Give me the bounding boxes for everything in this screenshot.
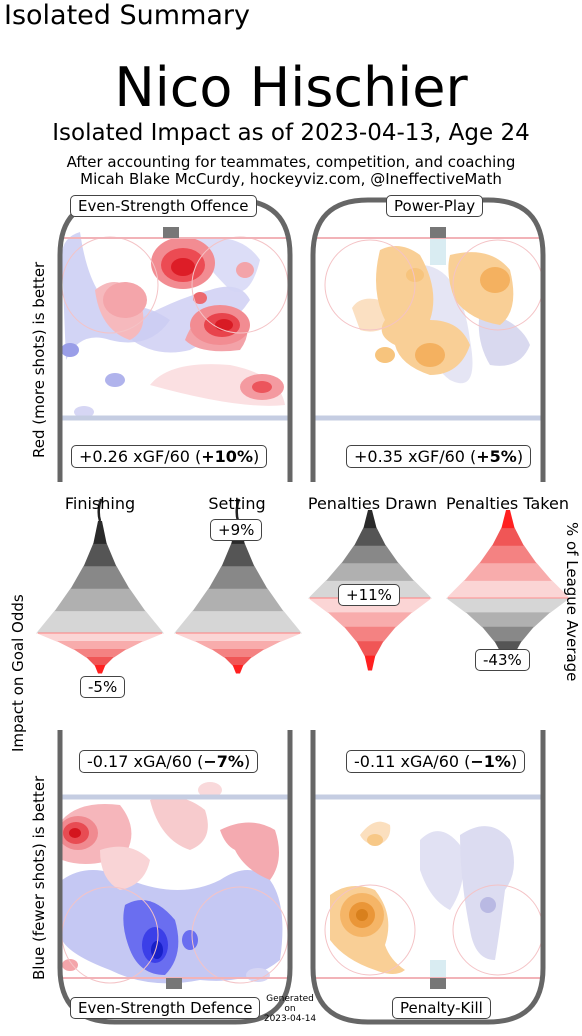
violin-band-penalties-drawn-lower-1 [327,612,413,628]
rink-even-strength-defence [57,730,293,1025]
violin-band-setting-upper-1 [192,588,284,612]
violin-band-penalties-drawn-upper-2 [341,545,399,564]
violin-band-setting-upper-3 [221,543,255,567]
violin-title-penalties-taken: Penalties Taken [446,494,569,513]
violin-band-setting-lower-4 [232,665,244,674]
violin-band-penalties-taken-upper-1 [464,562,552,581]
side-label-blue-better: Blue (fewer shots) is better [30,775,48,980]
violin-band-penalties-taken-upper-0 [446,580,570,599]
violin-band-setting-lower-1 [194,641,282,650]
violin-band-finishing-upper-3 [83,543,117,567]
violin-value-penalties-taken: -43% [475,649,530,671]
generated-line-2: on [284,1004,296,1014]
summary-pct: +5% [476,447,517,466]
violin-band-finishing-upper-1 [54,588,146,612]
violin-band-finishing-lower-0 [36,633,164,642]
summary-even-strength-offence: +0.26 xGF/60 (+10%) [71,445,268,468]
panel-label-even-strength-defence: Even-Strength Defence [70,997,261,1019]
summary-value: -0.17 xGA/60 [87,752,193,771]
impact-violins [36,498,570,674]
violin-tail-finishing [97,498,103,522]
violin-band-penalties-drawn-upper-3 [354,527,386,546]
summary-pct: +10% [201,447,253,466]
violin-band-finishing-lower-3 [86,657,114,666]
violin-band-penalties-drawn-lower-2 [344,626,396,642]
side-label-league-average: % of League Average [563,522,581,682]
violin-band-penalties-taken-lower-2 [482,626,534,642]
summary-penalty-kill: -0.11 xGA/60 (−1%) [346,750,526,773]
summary-value: +0.35 xGF/60 [354,447,465,466]
summary-power-play: +0.35 xGF/60 (+5%) [346,445,532,468]
impact-date-line: Isolated Impact as of 2023-04-13, Age 24 [52,120,530,146]
violin-band-finishing-lower-2 [73,649,127,658]
summary-value: +0.26 xGF/60 [79,447,190,466]
panel-label-penalty-kill: Penalty-Kill [392,997,491,1019]
summary-value: -0.11 xGA/60 [354,752,460,771]
violin-band-setting-upper-2 [208,565,268,589]
subtitle-method: After accounting for teammates, competit… [66,153,516,171]
violin-band-penalties-drawn-lower-3 [356,641,384,657]
rink-even-strength-offence [57,197,293,482]
generated-line-1: Generated [266,994,314,1004]
violin-band-finishing-upper-2 [70,565,130,589]
violin-value-finishing: -5% [80,676,126,698]
violin-title-setting: Setting [208,494,266,513]
violin-band-penalties-taken-upper-4 [501,510,515,529]
rink-penalty-kill [310,730,546,1025]
summary-pct: −1% [470,752,511,771]
violin-band-penalties-taken-lower-0 [446,598,570,613]
violin-band-setting-lower-2 [211,649,265,658]
violin-band-penalties-drawn-upper-1 [326,562,414,581]
violin-band-penalties-taken-upper-2 [479,545,537,564]
subtitle-credit: Micah Blake McCurdy, hockeyviz.com, @Ine… [80,170,502,188]
generated-footer: Generated on 2023-04-14 [262,994,318,1024]
player-name: Nico Hischier [114,56,468,119]
violin-band-setting-lower-0 [174,633,302,642]
summary-type-label: Isolated Summary [4,0,250,31]
violin-band-penalties-taken-lower-1 [465,612,551,628]
violin-band-penalties-taken-upper-3 [492,527,524,546]
side-label-red-better: Red (more shots) is better [30,261,48,458]
violin-value-penalties-drawn: +11% [338,584,400,606]
violin-band-setting-lower-3 [224,657,252,666]
violin-value-setting: +9% [210,519,263,541]
violin-band-finishing-lower-1 [56,641,144,650]
violin-title-finishing: Finishing [64,494,136,513]
summary-even-strength-defence: -0.17 xGA/60 (−7%) [79,750,259,773]
violin-band-finishing-upper-0 [36,610,164,634]
summary-pct: −7% [203,752,244,771]
panel-label-even-strength-offence: Even-Strength Offence [70,195,257,217]
violin-band-finishing-upper-4 [93,521,107,544]
violin-band-penalties-drawn-lower-4 [364,655,376,671]
violin-band-setting-upper-0 [174,610,302,634]
violin-title-penalties-drawn: Penalties Drawn [307,494,438,513]
side-label-goal-odds: Impact on Goal Odds [9,594,27,752]
violin-band-finishing-lower-4 [94,665,106,674]
rink-power-play [310,197,546,482]
panel-label-power-play: Power-Play [386,195,484,217]
violin-band-penalties-drawn-upper-4 [363,510,377,529]
generated-line-3: 2023-04-14 [263,1014,317,1024]
